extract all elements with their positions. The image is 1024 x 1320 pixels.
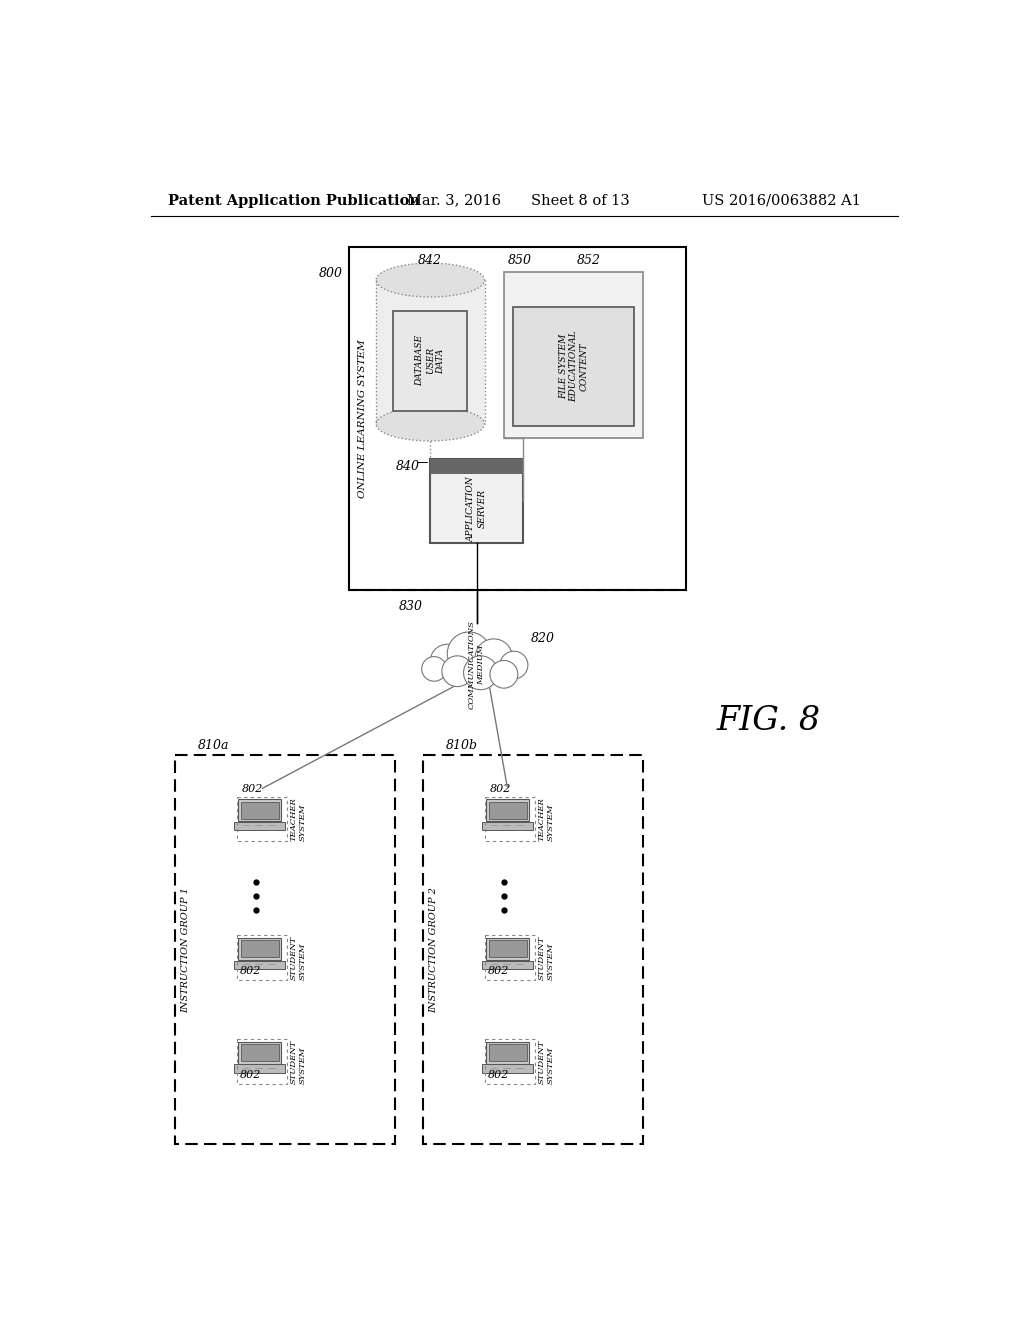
Bar [423,755,643,1144]
Text: 840: 840 [395,459,420,473]
Text: 802: 802 [487,1071,509,1080]
Text: FIG. 8: FIG. 8 [717,705,821,737]
Bar [349,247,686,590]
Bar [239,1041,281,1064]
Bar [238,1039,288,1084]
Bar [486,937,529,960]
Text: 800: 800 [318,268,343,280]
Circle shape [430,644,464,678]
Bar [482,1064,534,1073]
Bar [393,312,467,411]
Bar [239,937,281,960]
Text: 830: 830 [399,601,423,612]
Text: Mar. 3, 2016: Mar. 3, 2016 [407,194,501,207]
Bar [234,961,286,969]
Text: Patent Application Publication: Patent Application Publication [168,194,420,207]
Bar [241,1044,279,1061]
Bar [430,459,523,544]
Text: FILE SYSTEM
EDUCATIONAL
CONTENT: FILE SYSTEM EDUCATIONAL CONTENT [559,331,589,403]
Text: 810b: 810b [445,739,478,752]
Text: COMMUNICATIONS
MEDIUM: COMMUNICATIONS MEDIUM [468,620,485,709]
Text: DATABASE
USER
DATA: DATABASE USER DATA [416,335,445,387]
Bar [238,797,288,841]
Circle shape [475,639,512,676]
Bar [485,1039,536,1084]
Circle shape [500,651,528,678]
Bar [239,799,281,821]
Bar [486,799,529,821]
Bar [238,936,288,979]
Text: 852: 852 [578,255,601,268]
Bar [241,801,279,818]
Text: 850: 850 [507,255,531,268]
Bar [174,755,395,1144]
Text: INSTRUCTION GROUP 1: INSTRUCTION GROUP 1 [181,887,189,1012]
Circle shape [447,632,490,675]
Text: 802: 802 [240,966,261,975]
Circle shape [489,660,518,688]
Text: STUDENT
SYSTEM: STUDENT SYSTEM [290,936,307,979]
Ellipse shape [426,642,527,688]
Bar [485,797,536,841]
Bar [488,801,526,818]
Text: US 2016/0063882 A1: US 2016/0063882 A1 [701,194,860,207]
Text: STUDENT
SYSTEM: STUDENT SYSTEM [538,1039,555,1084]
Bar [482,822,534,830]
Bar [234,1064,286,1073]
Text: STUDENT
SYSTEM: STUDENT SYSTEM [290,1039,307,1084]
Text: 802: 802 [240,1071,261,1080]
Circle shape [442,656,473,686]
Circle shape [464,656,498,689]
Text: 820: 820 [531,631,555,644]
Bar [241,940,279,957]
Text: STUDENT
SYSTEM: STUDENT SYSTEM [538,936,555,979]
Text: TEACHER
SYSTEM: TEACHER SYSTEM [538,797,555,841]
Ellipse shape [376,263,484,297]
Bar [485,936,536,979]
Bar [504,272,643,438]
Text: Sheet 8 of 13: Sheet 8 of 13 [531,194,630,207]
Bar [488,1044,526,1061]
Text: 810a: 810a [198,739,229,752]
Bar [430,459,523,474]
Bar [488,940,526,957]
Text: INSTRUCTION GROUP 2: INSTRUCTION GROUP 2 [429,887,438,1012]
Text: ONLINE LEARNING SYSTEM: ONLINE LEARNING SYSTEM [358,339,368,498]
Bar [376,280,484,424]
Circle shape [422,656,446,681]
Text: 802: 802 [490,784,512,793]
Bar [513,308,634,426]
Ellipse shape [376,407,484,441]
Bar [486,1041,529,1064]
Text: 802: 802 [487,966,509,975]
Bar [234,822,286,830]
Text: 802: 802 [242,784,263,793]
Text: 842: 842 [418,255,442,268]
Text: APPLICATION
SERVER: APPLICATION SERVER [467,477,486,541]
Bar [482,961,534,969]
Text: TEACHER
SYSTEM: TEACHER SYSTEM [290,797,307,841]
